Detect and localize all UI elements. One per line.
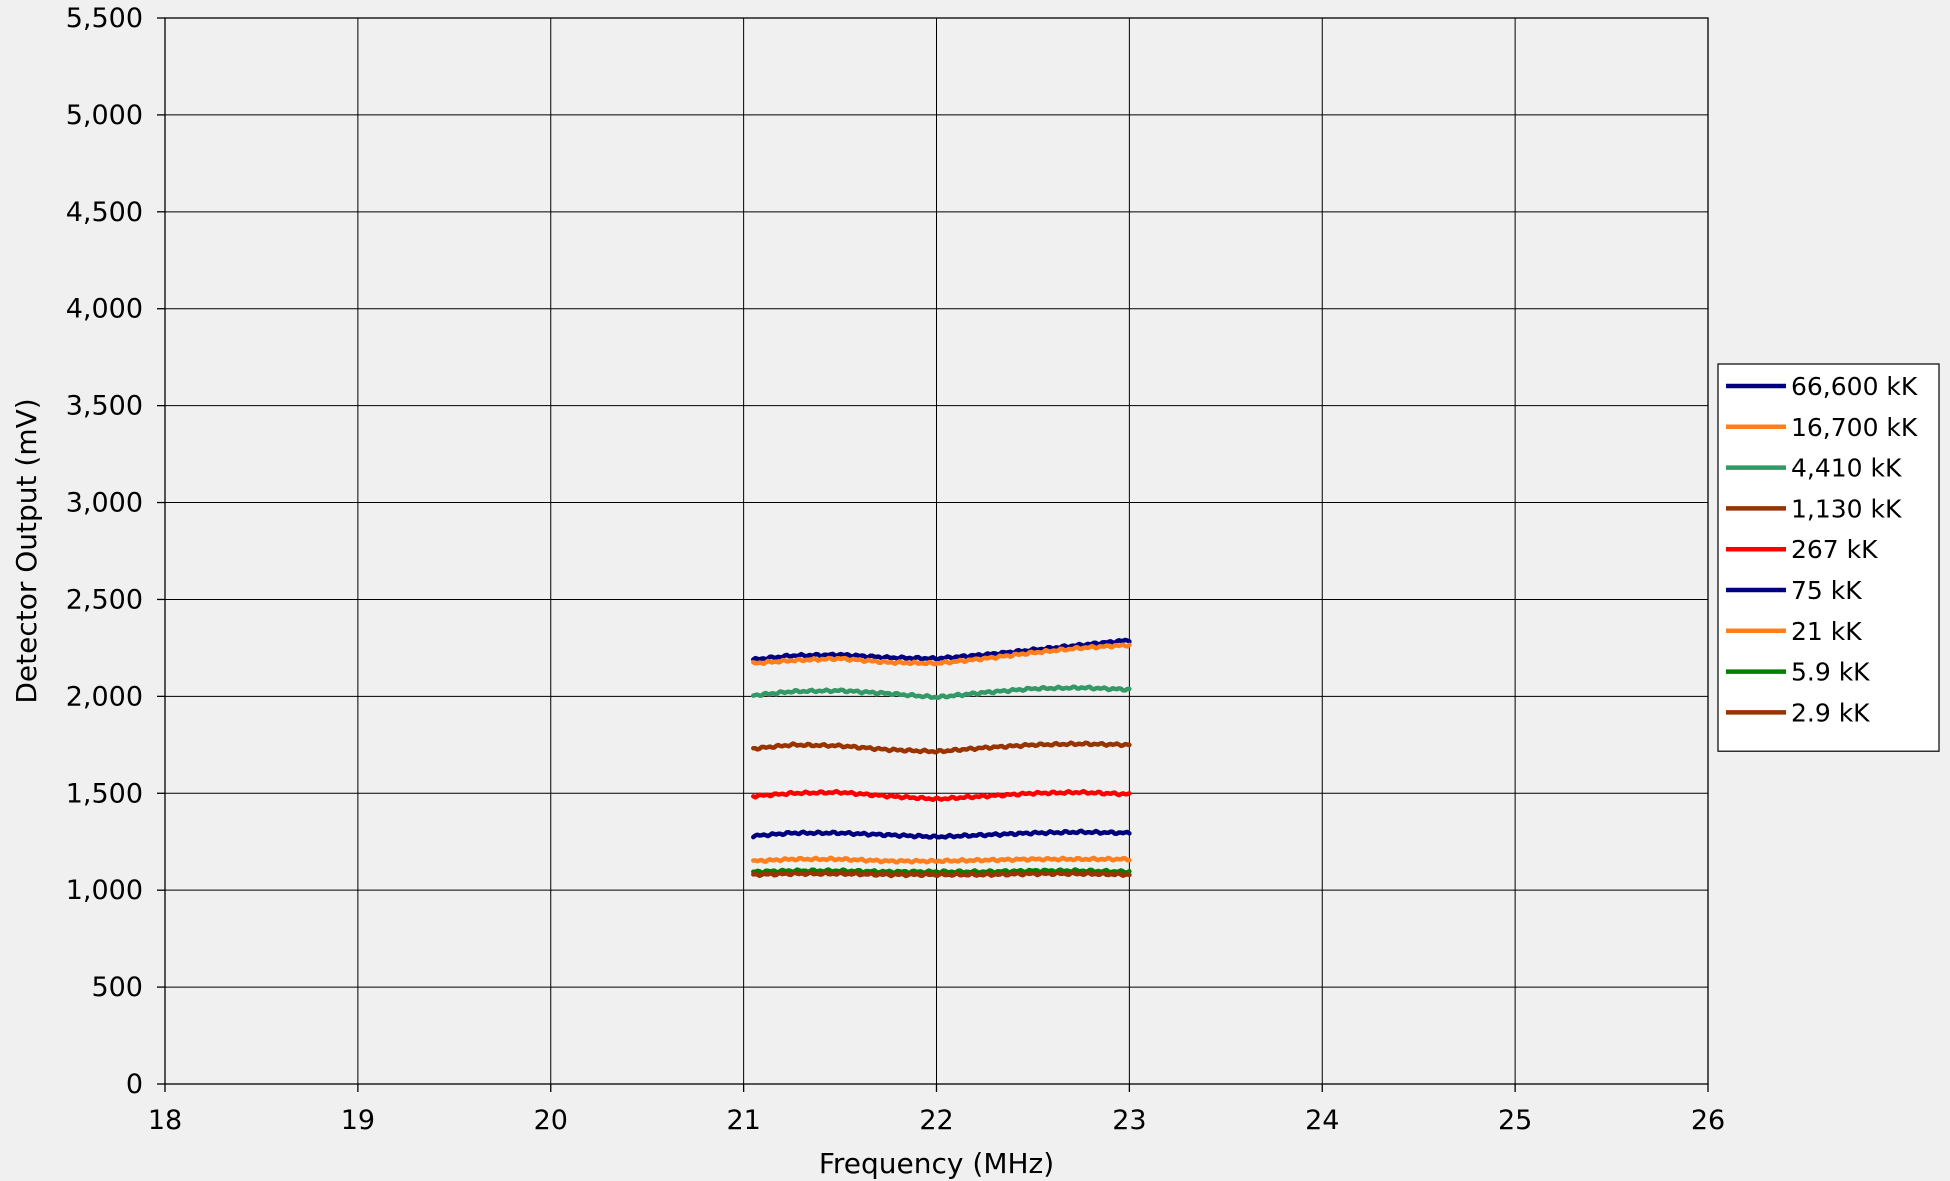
series-line (751, 870, 1132, 879)
y-tick-label: 1,500 (66, 778, 143, 809)
y-tick-label: 0 (126, 1069, 143, 1100)
y-tick-label: 5,500 (66, 3, 143, 34)
series-lines (751, 637, 1132, 879)
legend-label: 16,700 kK (1791, 413, 1918, 442)
y-tick-label: 2,500 (66, 584, 143, 615)
y-tick-label: 500 (91, 972, 143, 1003)
series-line (751, 684, 1132, 700)
y-tick-label: 2,000 (66, 681, 143, 712)
series-line (751, 642, 1132, 667)
y-tick-label: 4,000 (66, 294, 143, 325)
y-tick-label: 5,000 (66, 100, 143, 131)
x-tick-label: 19 (341, 1105, 375, 1136)
legend-label: 75 kK (1791, 576, 1862, 605)
y-tick-label: 4,500 (66, 197, 143, 228)
y-axis-tick-labels: 0 500 1,000 1,500 2,000 2,500 3,000 3,500 4,000 4… (66, 3, 143, 1100)
series-line (751, 740, 1132, 755)
x-tick-label: 21 (726, 1105, 760, 1136)
x-tick-label: 18 (148, 1105, 182, 1136)
legend: 66,600 kK 16,700 kK 4,410 kK 1,130 kK 267 kK… (1717, 363, 1940, 752)
x-tick-label: 25 (1498, 1105, 1532, 1136)
legend-label: 267 kK (1791, 535, 1878, 564)
x-axis-title: Frequency (MHz) (819, 1147, 1054, 1180)
legend-label: 21 kK (1791, 617, 1862, 646)
series-line (751, 855, 1132, 865)
legend-label: 4,410 kK (1791, 454, 1902, 483)
y-tick-label: 1,000 (66, 875, 143, 906)
series-line (751, 828, 1132, 840)
plot-area-border (164, 17, 1709, 1085)
x-axis-tick-labels: 18 19 20 21 22 23 24 25 26 (148, 1105, 1725, 1136)
x-tick-label: 20 (534, 1105, 568, 1136)
x-tick-label: 24 (1305, 1105, 1339, 1136)
series-line (751, 637, 1132, 662)
series-line (751, 788, 1132, 803)
legend-label: 66,600 kK (1791, 372, 1918, 401)
legend-label: 5.9 kK (1791, 658, 1870, 687)
legend-label: 2.9 kK (1791, 698, 1870, 727)
y-tick-label: 3,000 (66, 488, 143, 519)
x-tick-label: 26 (1691, 1105, 1725, 1136)
x-tick-label: 22 (919, 1105, 953, 1136)
y-axis-title: Detector Output (mV) (10, 398, 43, 703)
y-tick-label: 3,500 (66, 391, 143, 422)
legend-label: 1,130 kK (1791, 494, 1902, 523)
x-tick-label: 23 (1112, 1105, 1146, 1136)
